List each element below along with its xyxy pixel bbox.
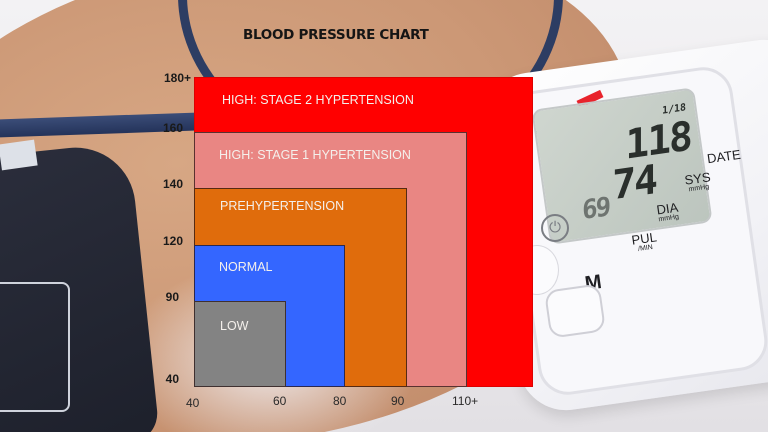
pul-label: PUL/MIN	[631, 229, 659, 253]
zone-label-stage2: HIGH: STAGE 2 HYPERTENSION	[222, 93, 414, 107]
x-tick-40: 40	[186, 396, 200, 410]
zone-low	[194, 301, 286, 387]
zone-label-low: LOW	[220, 319, 249, 333]
zone-label-prehypertension: PREHYPERTENSION	[220, 199, 345, 213]
chart-title: BLOOD PRESSURE CHART	[243, 27, 429, 43]
x-tick-80: 80	[333, 394, 347, 408]
zone-label-stage1: HIGH: STAGE 1 HYPERTENSION	[219, 148, 411, 162]
power-icon: ⏻	[541, 214, 569, 242]
zone-label-normal: NORMAL	[219, 260, 273, 274]
y-tick-90: 90	[165, 290, 179, 304]
memory-button	[543, 283, 607, 339]
lcd-pulse: 69	[582, 191, 610, 227]
y-tick-120: 120	[162, 234, 183, 248]
y-tick-140: 140	[162, 177, 183, 191]
x-tick-60: 60	[273, 394, 287, 408]
sys-label: SYS mmHg	[684, 169, 713, 193]
lcd-diastolic: 74	[612, 156, 656, 210]
cuff-tag	[0, 139, 38, 171]
dia-label: DIA mmHg	[656, 200, 680, 224]
cuff-hand-icon	[0, 282, 70, 412]
y-tick-180: 180+	[163, 71, 191, 85]
x-tick-90: 90	[391, 394, 405, 408]
y-tick-160: 160	[162, 121, 183, 135]
x-tick-110: 110+	[452, 394, 479, 408]
y-tick-40: 40	[165, 372, 179, 386]
